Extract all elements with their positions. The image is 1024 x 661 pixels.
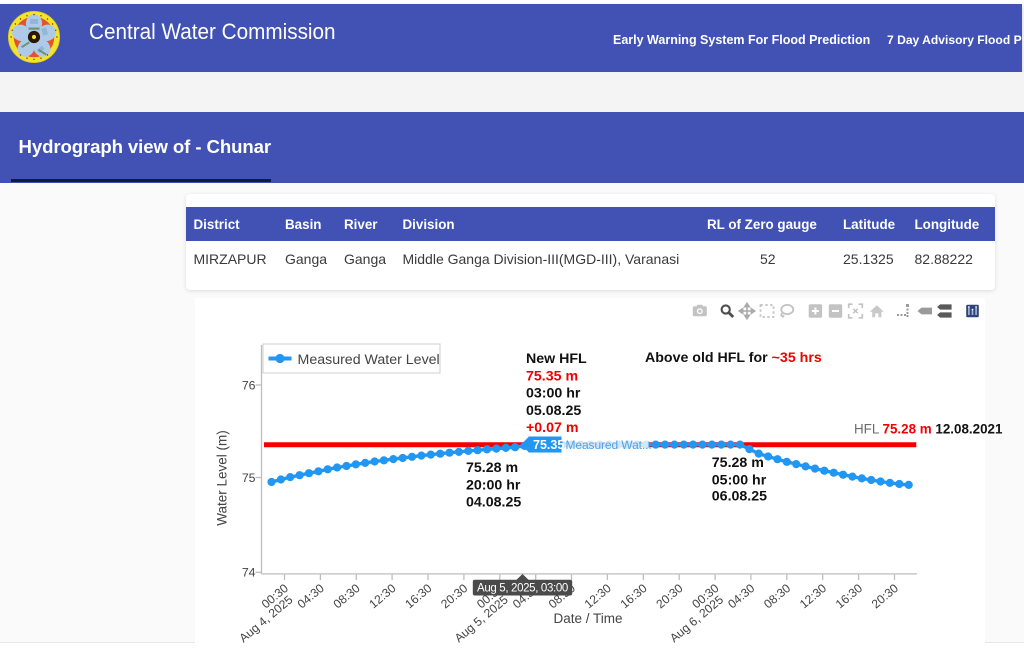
svg-text:Aug 5, 2025, 03:00: Aug 5, 2025, 03:00	[477, 582, 568, 594]
svg-text:Water Level (m): Water Level (m)	[215, 430, 230, 526]
svg-text:04:30: 04:30	[295, 581, 327, 611]
svg-text:20:30: 20:30	[438, 581, 470, 611]
svg-text:04.08.25: 04.08.25	[466, 495, 521, 511]
svg-text:08:30: 08:30	[331, 581, 363, 611]
svg-text:HFL 75.28 m 12.08.2021: HFL 75.28 m 12.08.2021	[854, 422, 1003, 437]
svg-text:Measured Water Level: Measured Water Level	[298, 352, 440, 368]
svg-text:75.35 m: 75.35 m	[526, 368, 578, 384]
svg-text:Measured Wat...: Measured Wat...	[566, 438, 652, 452]
svg-text:+0.07 m: +0.07 m	[526, 420, 578, 436]
svg-text:16:30: 16:30	[833, 581, 865, 611]
svg-text:12:30: 12:30	[366, 581, 398, 611]
svg-text:05.08.25: 05.08.25	[526, 403, 581, 419]
svg-text:75.35: 75.35	[533, 438, 564, 452]
svg-text:75.28 m: 75.28 m	[466, 460, 518, 476]
svg-text:20:30: 20:30	[869, 581, 901, 611]
svg-text:08:30: 08:30	[761, 581, 793, 611]
svg-text:12:30: 12:30	[582, 581, 614, 611]
svg-text:05:00 hr: 05:00 hr	[712, 472, 767, 488]
svg-text:03:00 hr: 03:00 hr	[526, 386, 581, 402]
svg-text:75: 75	[242, 471, 256, 485]
svg-text:New HFL: New HFL	[526, 351, 587, 367]
svg-text:75.28 m: 75.28 m	[712, 455, 764, 471]
svg-text:Date / Time: Date / Time	[553, 611, 622, 626]
svg-text:16:30: 16:30	[618, 581, 650, 611]
svg-text:20:00 hr: 20:00 hr	[466, 477, 521, 493]
svg-text:04:30: 04:30	[725, 581, 757, 611]
svg-text:12:30: 12:30	[797, 581, 829, 611]
svg-text:74: 74	[242, 566, 256, 580]
svg-text:16:30: 16:30	[402, 581, 434, 611]
svg-text:06.08.25: 06.08.25	[712, 489, 767, 505]
svg-text:20:30: 20:30	[653, 581, 685, 611]
svg-text:76: 76	[242, 378, 256, 392]
svg-text:Above old HFL for ~35 hrs: Above old HFL for ~35 hrs	[645, 350, 822, 366]
